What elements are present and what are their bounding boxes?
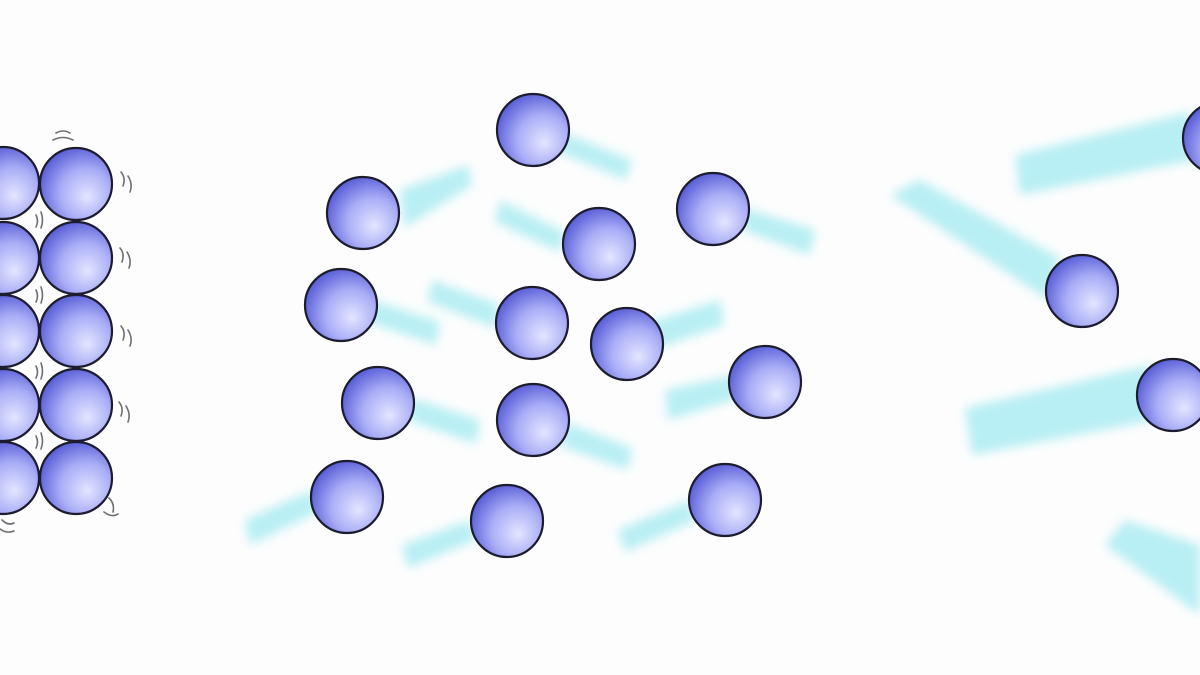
liquid-motion-trails xyxy=(245,132,815,568)
solid-particle xyxy=(38,146,114,222)
liquid-particle xyxy=(495,382,571,458)
liquid-particle xyxy=(325,175,401,251)
liquid-particle xyxy=(589,306,665,382)
gas-panel xyxy=(890,106,1200,615)
solid-particle xyxy=(0,293,41,369)
solid-particle xyxy=(0,220,41,296)
solid-vibration-marks xyxy=(0,130,132,533)
solid-panel xyxy=(0,130,132,533)
solid-particle xyxy=(38,293,114,369)
gas-particle xyxy=(1135,357,1200,433)
liquid-particle xyxy=(303,267,379,343)
gas-particle xyxy=(1044,253,1120,329)
liquid-particle xyxy=(494,285,570,361)
solid-particle xyxy=(0,145,41,221)
liquid-panel xyxy=(245,92,815,568)
gas-motion-trails xyxy=(890,112,1200,615)
liquid-particle xyxy=(561,206,637,282)
solid-particle xyxy=(38,220,114,296)
liquid-particle xyxy=(727,344,803,420)
liquid-particle xyxy=(495,92,571,168)
solid-particle xyxy=(38,440,114,516)
liquid-particle xyxy=(687,462,763,538)
solid-particle xyxy=(0,440,41,516)
solid-particle xyxy=(0,367,41,443)
liquid-particle xyxy=(340,365,416,441)
liquid-particle xyxy=(675,171,751,247)
gas-particle xyxy=(1181,106,1200,170)
solid-particle xyxy=(38,367,114,443)
liquid-particle xyxy=(469,483,545,559)
liquid-particle xyxy=(309,459,385,535)
